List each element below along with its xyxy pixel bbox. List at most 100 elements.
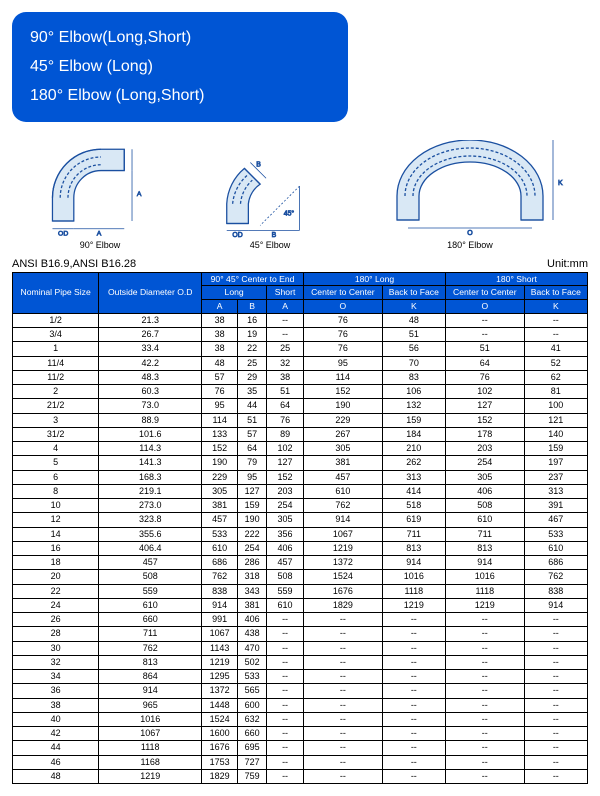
table-cell: 305 — [267, 513, 304, 527]
table-cell: 203 — [267, 484, 304, 498]
table-row: 26660991406---------- — [13, 613, 588, 627]
th-9045: 90° 45° Center to End — [202, 272, 304, 286]
table-cell: 381 — [304, 456, 383, 470]
table-cell: 1676 — [202, 741, 238, 755]
table-cell: 610 — [524, 541, 587, 555]
table-cell: 133 — [202, 427, 238, 441]
table-cell: 695 — [238, 741, 267, 755]
table-cell: 1372 — [202, 684, 238, 698]
svg-text:OD: OD — [232, 232, 242, 238]
table-cell: 711 — [99, 627, 202, 641]
table-cell: 190 — [304, 399, 383, 413]
table-cell: 219.1 — [99, 484, 202, 498]
table-cell: 3 — [13, 413, 99, 427]
table-row: 16406.46102544061219813813610 — [13, 541, 588, 555]
table-cell: -- — [445, 627, 524, 641]
table-cell: 222 — [238, 527, 267, 541]
table-cell: 64 — [238, 442, 267, 456]
table-cell: 864 — [99, 670, 202, 684]
table-row: 287111067438---------- — [13, 627, 588, 641]
elbow-table: Nominal Pipe Size Outside Diameter O.D 9… — [12, 272, 588, 784]
table-cell: 254 — [238, 541, 267, 555]
table-cell: -- — [382, 712, 445, 726]
table-cell: 190 — [202, 456, 238, 470]
table-cell: 26.7 — [99, 328, 202, 342]
table-cell: 237 — [524, 470, 587, 484]
table-cell: 48.3 — [99, 370, 202, 384]
table-cell: 28 — [13, 627, 99, 641]
table-cell: -- — [304, 712, 383, 726]
table-cell: 76 — [304, 313, 383, 327]
table-cell: 34 — [13, 670, 99, 684]
table-cell: -- — [267, 613, 304, 627]
table-cell: 1219 — [304, 541, 383, 555]
table-cell: 1219 — [445, 598, 524, 612]
table-cell: 1016 — [382, 570, 445, 584]
table-cell: -- — [267, 684, 304, 698]
table-cell: -- — [267, 655, 304, 669]
table-cell: 10 — [13, 499, 99, 513]
table-cell: 56 — [382, 342, 445, 356]
table-cell: -- — [445, 313, 524, 327]
table-row: 3/426.73819--7651---- — [13, 328, 588, 342]
table-cell: 313 — [524, 484, 587, 498]
th-180long: 180° Long — [304, 272, 446, 286]
table-cell: 22 — [13, 584, 99, 598]
table-cell: -- — [382, 684, 445, 698]
table-cell: 762 — [202, 570, 238, 584]
diagram-90-label: 90° Elbow — [35, 240, 165, 250]
table-cell: -- — [382, 670, 445, 684]
table-cell: 991 — [202, 613, 238, 627]
table-cell: 660 — [99, 613, 202, 627]
table-cell: 305 — [202, 484, 238, 498]
table-cell: 51 — [238, 413, 267, 427]
table-cell: 29 — [238, 370, 267, 384]
table-cell: 1295 — [202, 670, 238, 684]
table-cell: 914 — [202, 598, 238, 612]
table-cell: 16 — [13, 541, 99, 555]
table-cell: 152 — [304, 385, 383, 399]
table-cell: -- — [267, 741, 304, 755]
table-cell: 600 — [238, 698, 267, 712]
table-cell: -- — [304, 613, 383, 627]
table-row: 133.438222576565141 — [13, 342, 588, 356]
table-row: 260.376355115210610281 — [13, 385, 588, 399]
table-cell: 813 — [445, 541, 524, 555]
table-cell: 762 — [99, 641, 202, 655]
table-cell: 502 — [238, 655, 267, 669]
table-cell: 168.3 — [99, 470, 202, 484]
table-cell: -- — [267, 755, 304, 769]
table-cell: 318 — [238, 570, 267, 584]
table-cell: 559 — [267, 584, 304, 598]
table-cell: 5 — [13, 456, 99, 470]
table-row: 8219.1305127203610414406313 — [13, 484, 588, 498]
table-cell: 610 — [304, 484, 383, 498]
table-row: 14355.65332223561067711711533 — [13, 527, 588, 541]
table-cell: 610 — [202, 541, 238, 555]
table-cell: -- — [445, 670, 524, 684]
table-cell: 686 — [202, 556, 238, 570]
table-cell: 1676 — [304, 584, 383, 598]
table-cell: 1753 — [202, 755, 238, 769]
table-cell: 52 — [524, 356, 587, 370]
table-cell: -- — [304, 684, 383, 698]
table-cell: 70 — [382, 356, 445, 370]
svg-text:K: K — [558, 180, 563, 187]
table-cell: -- — [382, 627, 445, 641]
table-cell: 1118 — [445, 584, 524, 598]
table-cell: -- — [304, 755, 383, 769]
table-cell: 391 — [524, 499, 587, 513]
table-cell: -- — [382, 741, 445, 755]
table-cell: 1067 — [99, 727, 202, 741]
table-cell: -- — [382, 655, 445, 669]
table-cell: 686 — [524, 556, 587, 570]
table-cell: 102 — [445, 385, 524, 399]
table-cell: 21/2 — [13, 399, 99, 413]
table-cell: 76 — [202, 385, 238, 399]
table-cell: 727 — [238, 755, 267, 769]
table-cell: 40 — [13, 712, 99, 726]
table-cell: 203 — [445, 442, 524, 456]
table-cell: -- — [382, 613, 445, 627]
svg-text:B: B — [256, 161, 261, 168]
table-cell: 36 — [13, 684, 99, 698]
